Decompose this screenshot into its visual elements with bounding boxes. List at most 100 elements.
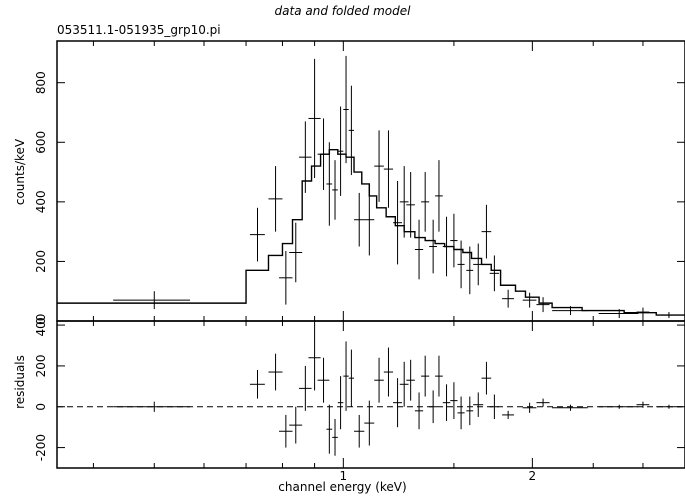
data-series [113,55,682,319]
data-point [399,166,409,238]
residual-point [364,400,375,446]
data-point [450,213,458,268]
residual-point [552,404,588,411]
residual-point [383,347,394,397]
residual-point [450,382,458,419]
data-point [113,291,191,310]
residual-point [656,404,682,409]
residual-point [343,341,349,411]
residual-point [598,404,639,409]
residual-point [457,396,465,430]
residual-point [354,414,365,448]
residual-point [399,361,409,407]
y-tick-label: 200 [34,354,48,377]
data-point [299,121,312,193]
y-tick-label: 0 [34,317,48,325]
chart-title: data and folded model [274,4,411,18]
top-panel-frame [56,40,685,322]
residual-point [466,396,474,426]
y-tick-label: 400 [34,314,48,337]
residual-point [374,357,384,403]
y-tick-label: 400 [34,190,48,213]
data-point [289,222,303,283]
residual-point [481,361,492,395]
data-point [317,118,330,190]
model-step-line [57,149,685,316]
data-point [457,240,465,289]
top-y-ticks: 0 200 400 600 800 [34,71,685,325]
residual-point [636,401,650,408]
bottom-y-ticks: -200 0 200 400 [34,314,685,461]
data-point [536,297,550,313]
residual-point [289,406,303,444]
data-point [522,292,537,308]
data-point [343,55,349,164]
residual-point [502,410,515,419]
data-point [268,166,283,232]
residual-point [268,353,283,391]
residual-point [522,402,537,413]
data-point [598,309,639,319]
data-point [636,307,650,317]
data-point [354,192,365,247]
residual-point [421,355,430,397]
residual-point [429,390,438,424]
y-tick-label: -200 [34,434,48,461]
y-tick-label: 200 [34,250,48,273]
data-point [374,130,384,202]
data-point [364,183,375,256]
residual-point [435,355,443,397]
residual-point [536,398,550,407]
residual-point [348,349,355,407]
x-tick-label: 2 [529,469,537,483]
data-point [249,207,265,262]
residual-point [442,384,451,422]
data-point [421,172,430,232]
y-tick-label: 600 [34,131,48,154]
data-point [326,142,333,226]
data-point [473,243,484,286]
residual-point [414,392,424,430]
residual-point [489,394,500,419]
bottom-panel-frame [56,320,685,469]
residual-point [279,414,293,448]
data-point [502,289,515,308]
residual-point [249,370,265,399]
residual-point [317,357,330,403]
residual-point [332,419,338,456]
data-point [393,181,402,265]
data-point [435,160,443,232]
residual-series [57,325,685,456]
data-point [279,251,293,305]
model-series [57,149,685,316]
residual-point [308,325,321,391]
y-tick-label: 800 [34,71,48,94]
data-point [429,219,438,274]
residual-point [299,365,312,411]
residual-point [393,378,402,428]
data-point [656,312,682,319]
residual-point [473,392,484,417]
data-point [481,204,492,259]
chart-subtitle: 053511.1-051935_grp10.pi [57,23,221,37]
data-point [383,130,394,208]
data-point [414,219,424,280]
data-point [348,85,355,176]
data-point [308,58,321,179]
residual-point [406,359,415,401]
data-point [442,216,451,277]
data-point [552,306,588,316]
residual-point [326,404,333,454]
y-tick-label: 0 [34,403,48,411]
x-tick-label: 1 [340,469,348,483]
residual-point [337,376,344,430]
residual-point [113,401,191,412]
data-point [406,172,415,238]
data-point [466,246,474,295]
data-point [489,255,500,292]
data-point [332,160,338,220]
data-point [337,106,344,196]
x-axis-label: channel energy (keV) [278,480,407,494]
